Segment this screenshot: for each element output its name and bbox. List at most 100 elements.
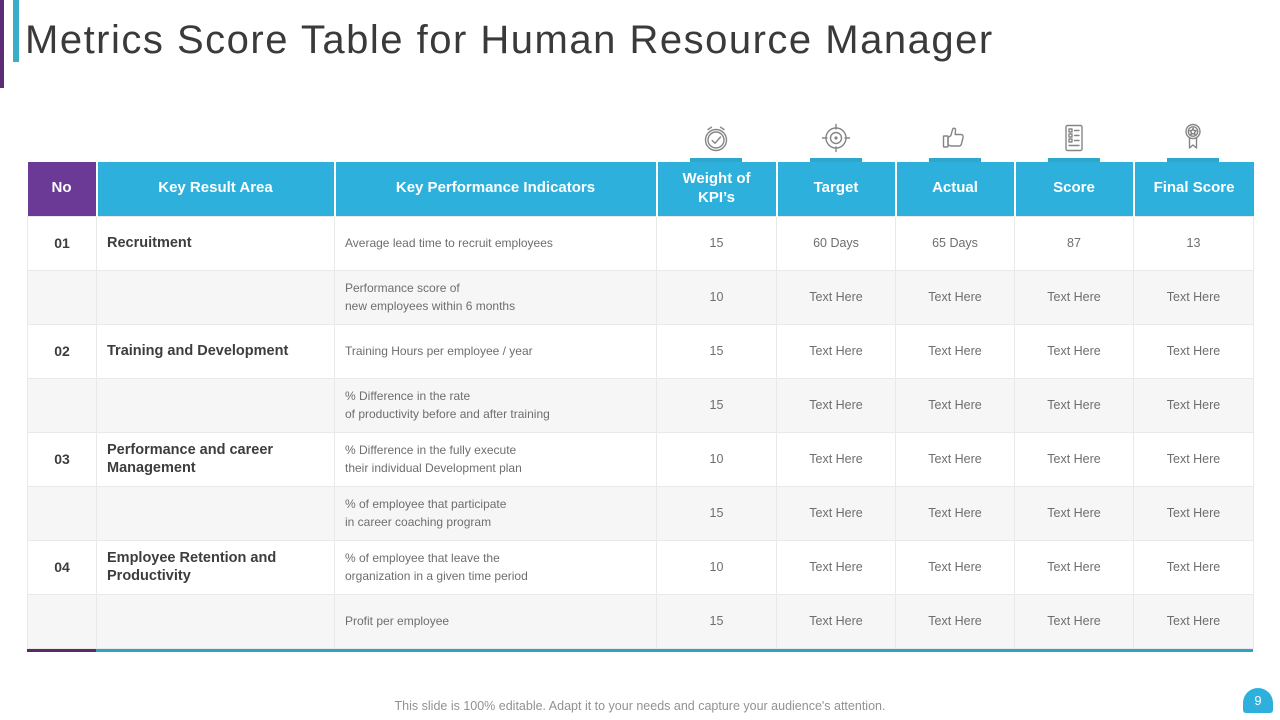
icon-slot-target	[776, 118, 895, 162]
cell-actual: Text Here	[895, 431, 1015, 487]
score-sheet-icon	[1064, 124, 1083, 152]
cell-kpi: Average lead time to recruit employees	[334, 215, 657, 271]
metrics-table: No Key Result Area Key Performance Indic…	[27, 162, 1254, 652]
col-header-no: No	[27, 162, 98, 216]
award-ribbon-icon	[1185, 123, 1201, 149]
cell-weight: 15	[656, 593, 777, 649]
timer-check-icon	[704, 126, 728, 152]
cell-final-score: Text Here	[1133, 377, 1254, 433]
cell-area	[96, 377, 335, 433]
cell-no	[27, 377, 97, 433]
cell-weight: 15	[656, 323, 777, 379]
table-row: % Difference in the rate of productivity…	[27, 377, 1254, 433]
col-header-weight: Weight of KPI’s	[656, 162, 778, 216]
cell-final-score: 13	[1133, 215, 1254, 271]
page-number-badge: 9	[1243, 688, 1273, 713]
icon-underline	[809, 158, 862, 162]
icon-slot-actual	[895, 118, 1014, 162]
icon-slot-score	[1014, 118, 1133, 162]
accent-bar-teal	[13, 0, 19, 62]
cell-no	[27, 593, 97, 649]
cell-score: Text Here	[1014, 431, 1134, 487]
cell-target: Text Here	[776, 485, 896, 541]
cell-final-score: Text Here	[1133, 539, 1254, 595]
cell-kpi: % Difference in the fully execute their …	[334, 431, 657, 487]
table-row: Profit per employee 15 Text Here Text He…	[27, 593, 1254, 649]
cell-no	[27, 485, 97, 541]
cell-kpi: Profit per employee	[334, 593, 657, 649]
cell-weight: 15	[656, 215, 777, 271]
cell-area: Employee Retention and Productivity	[96, 539, 335, 595]
icon-underline	[928, 158, 981, 162]
table-row: 02 Training and Development Training Hou…	[27, 323, 1254, 379]
target-icon	[821, 123, 850, 153]
table-row: % of employee that participate in career…	[27, 485, 1254, 541]
cell-target: Text Here	[776, 431, 896, 487]
cell-kpi: Performance score of new employees withi…	[334, 269, 657, 325]
table-bottom-border	[27, 648, 1253, 652]
header-icon-strip	[656, 118, 1253, 162]
cell-area	[96, 485, 335, 541]
cell-weight: 10	[656, 539, 777, 595]
cell-kpi: % of employee that participate in career…	[334, 485, 657, 541]
col-header-final-score: Final Score	[1133, 162, 1254, 216]
cell-score: Text Here	[1014, 593, 1134, 649]
cell-final-score: Text Here	[1133, 323, 1254, 379]
cell-final-score: Text Here	[1133, 593, 1254, 649]
cell-final-score: Text Here	[1133, 269, 1254, 325]
cell-weight: 15	[656, 485, 777, 541]
cell-area	[96, 593, 335, 649]
cell-actual: Text Here	[895, 539, 1015, 595]
bottom-border-purple-segment	[27, 648, 96, 652]
cell-target: Text Here	[776, 377, 896, 433]
cell-weight: 15	[656, 377, 777, 433]
col-header-target: Target	[776, 162, 897, 216]
cell-weight: 10	[656, 431, 777, 487]
cell-actual: Text Here	[895, 269, 1015, 325]
cell-no: 02	[27, 323, 97, 379]
table-row: 01 Recruitment Average lead time to recr…	[27, 215, 1254, 271]
col-header-kpi: Key Performance Indicators	[334, 162, 658, 216]
cell-actual: 65 Days	[895, 215, 1015, 271]
table-row: 03 Performance and career Management % D…	[27, 431, 1254, 487]
cell-actual: Text Here	[895, 593, 1015, 649]
cell-target: Text Here	[776, 323, 896, 379]
page-title: Metrics Score Table for Human Resource M…	[25, 18, 994, 62]
col-header-score: Score	[1014, 162, 1135, 216]
cell-no: 01	[27, 215, 97, 271]
icon-underline	[690, 158, 742, 162]
icon-underline	[1047, 158, 1100, 162]
cell-target: Text Here	[776, 269, 896, 325]
cell-score: 87	[1014, 215, 1134, 271]
thumbs-up-icon	[942, 127, 964, 148]
cell-actual: Text Here	[895, 485, 1015, 541]
footer-note: This slide is 100% editable. Adapt it to…	[394, 699, 886, 713]
cell-area: Recruitment	[96, 215, 335, 271]
cell-target: Text Here	[776, 539, 896, 595]
col-header-key-result-area: Key Result Area	[96, 162, 336, 216]
icon-underline	[1167, 158, 1219, 162]
cell-final-score: Text Here	[1133, 431, 1254, 487]
icon-slot-weight	[656, 118, 776, 162]
col-header-actual: Actual	[895, 162, 1016, 216]
cell-actual: Text Here	[895, 377, 1015, 433]
cell-score: Text Here	[1014, 539, 1134, 595]
cell-actual: Text Here	[895, 323, 1015, 379]
cell-area: Training and Development	[96, 323, 335, 379]
cell-area: Performance and career Management	[96, 431, 335, 487]
table-row: 04 Employee Retention and Productivity %…	[27, 539, 1254, 595]
cell-score: Text Here	[1014, 485, 1134, 541]
cell-kpi: Training Hours per employee / year	[334, 323, 657, 379]
cell-score: Text Here	[1014, 323, 1134, 379]
cell-kpi: % Difference in the rate of productivity…	[334, 377, 657, 433]
cell-score: Text Here	[1014, 269, 1134, 325]
icon-slot-final-score	[1133, 118, 1253, 162]
table-header-row: No Key Result Area Key Performance Indic…	[27, 162, 1254, 216]
cell-no	[27, 269, 97, 325]
cell-no: 03	[27, 431, 97, 487]
cell-score: Text Here	[1014, 377, 1134, 433]
cell-weight: 10	[656, 269, 777, 325]
table-row: Performance score of new employees withi…	[27, 269, 1254, 325]
cell-no: 04	[27, 539, 97, 595]
